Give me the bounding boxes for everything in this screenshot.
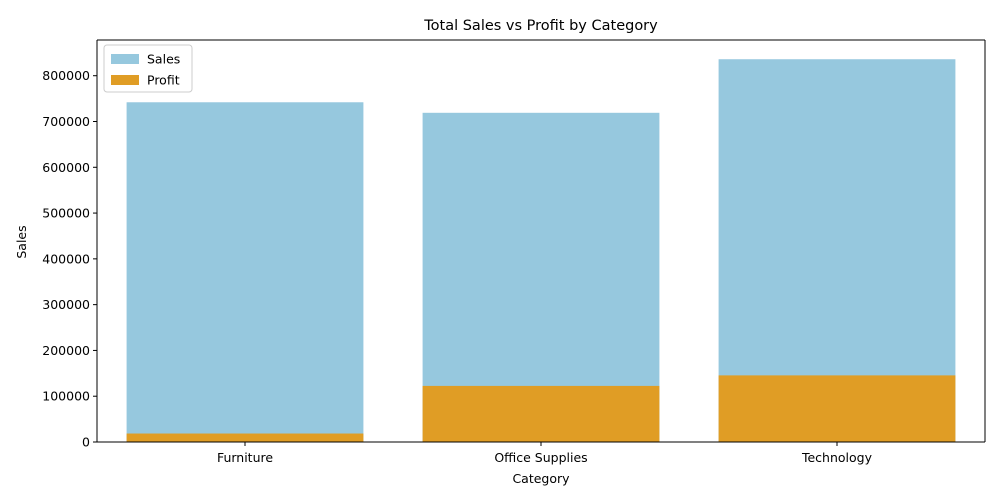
x-tick-label: Office Supplies xyxy=(494,450,587,465)
legend-label-sales: Sales xyxy=(147,52,180,67)
y-tick-label: 100000 xyxy=(42,389,90,404)
y-tick-label: 600000 xyxy=(42,160,90,175)
axes: 0 100000 200000 300000 400000 500000 600000 700… xyxy=(42,39,986,465)
bar-sales-furniture xyxy=(126,102,364,442)
plot-area xyxy=(126,59,956,442)
chart-title: Total Sales vs Profit by Category xyxy=(423,18,658,34)
legend: Sales Profit xyxy=(103,44,193,93)
legend-swatch-profit xyxy=(111,75,139,85)
bar-profit-technology xyxy=(718,375,956,442)
y-tick-label: 200000 xyxy=(42,343,90,358)
x-axis-title: Category xyxy=(512,471,570,486)
y-tick-label: 500000 xyxy=(42,206,90,221)
y-tick-label: 400000 xyxy=(42,251,90,266)
bar-profit-furniture xyxy=(126,433,364,442)
y-tick-label: 800000 xyxy=(42,68,90,83)
y-tick-label: 0 xyxy=(82,435,90,450)
legend-label-profit: Profit xyxy=(147,73,180,88)
bar-profit-office-supplies xyxy=(422,385,660,442)
y-tick-label: 300000 xyxy=(42,297,90,312)
x-tick-label: Technology xyxy=(801,450,873,465)
y-axis-title: Sales xyxy=(14,225,29,258)
y-tick-label: 700000 xyxy=(42,114,90,129)
legend-swatch-sales xyxy=(111,54,139,64)
x-tick-label: Furniture xyxy=(217,450,273,465)
